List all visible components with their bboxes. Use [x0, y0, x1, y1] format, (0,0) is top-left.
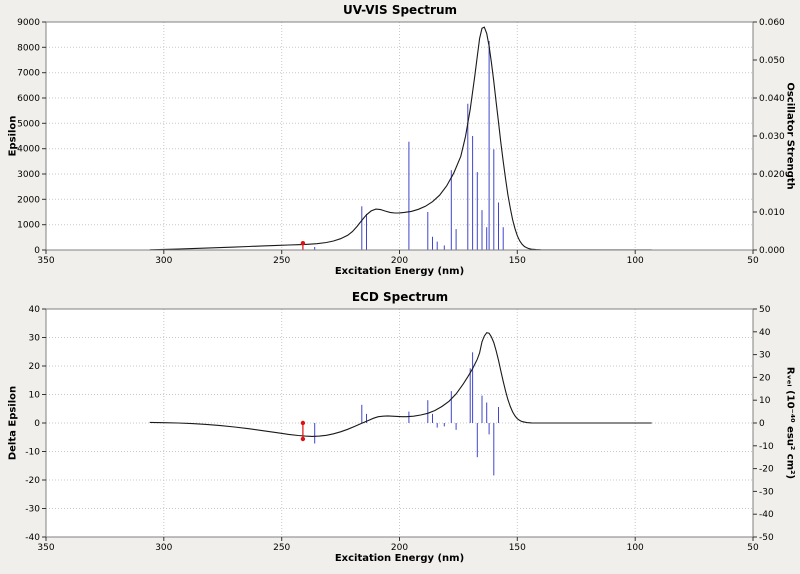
uvvis-stick-spectrum[interactable] — [314, 41, 504, 250]
svg-text:-40: -40 — [25, 533, 40, 543]
uvvis-x-axis-label: Excitation Energy (nm) — [334, 266, 465, 277]
svg-text:0: 0 — [34, 419, 40, 429]
svg-text:20: 20 — [29, 362, 41, 372]
svg-text:-30: -30 — [759, 487, 774, 497]
uvvis-axis-ticks — [42, 21, 757, 254]
svg-text:3000: 3000 — [17, 170, 40, 180]
svg-text:100: 100 — [627, 543, 644, 553]
svg-text:7000: 7000 — [17, 69, 40, 79]
uvvis-tick-labels: 350 300 250 200 150 100 50 0 1000 2000 3000 4000 500… — [17, 18, 785, 266]
svg-text:300: 300 — [155, 256, 172, 266]
svg-text:2000: 2000 — [17, 195, 40, 205]
svg-text:-10: -10 — [25, 448, 40, 458]
svg-text:10: 10 — [29, 391, 41, 401]
svg-text:40: 40 — [759, 328, 771, 338]
svg-text:4000: 4000 — [17, 145, 40, 155]
ecd-x-axis-label: Excitation Energy (nm) — [334, 553, 465, 564]
svg-text:250: 250 — [273, 543, 290, 553]
svg-text:20: 20 — [759, 373, 771, 383]
ecd-tick-labels: 350 300 250 200 150 100 50-40-30-20-1001020304… — [25, 305, 774, 553]
svg-text:40: 40 — [29, 305, 41, 315]
svg-text:0.020: 0.020 — [759, 170, 785, 180]
svg-text:8000: 8000 — [17, 43, 40, 53]
svg-text:30: 30 — [29, 334, 41, 344]
svg-text:-50: -50 — [759, 533, 774, 543]
ecd-selected-transition-marker[interactable] — [300, 420, 306, 442]
svg-text:-20: -20 — [759, 465, 774, 475]
svg-text:10: 10 — [759, 396, 771, 406]
svg-text:0.040: 0.040 — [759, 94, 785, 104]
ecd-svg: 350 300 250 200 150 100 50-40-30-20-1001020304… — [25, 305, 774, 553]
svg-text:300: 300 — [155, 543, 172, 553]
svg-text:200: 200 — [391, 543, 408, 553]
svg-text:6000: 6000 — [17, 94, 40, 104]
svg-text:50: 50 — [759, 305, 771, 315]
svg-text:-20: -20 — [25, 476, 40, 486]
svg-text:-40: -40 — [759, 510, 774, 520]
svg-text:0: 0 — [759, 419, 765, 429]
svg-text:0.030: 0.030 — [759, 132, 785, 142]
uvvis-title: UV-VIS Spectrum — [342, 3, 458, 17]
svg-text:100: 100 — [627, 256, 644, 266]
svg-text:30: 30 — [759, 351, 771, 361]
svg-text:5000: 5000 — [17, 119, 40, 129]
ecd-title: ECD Spectrum — [351, 290, 449, 304]
ecd-spectrum-chart: ECD Spectrum Delta Epsilon Rᵥₑₗ (10⁻⁴⁰ e… — [0, 287, 800, 574]
ecd-stick-spectrum[interactable] — [314, 352, 499, 476]
uvvis-plot-area[interactable]: 350 300 250 200 150 100 50 0 1000 2000 3000 4000 500… — [0, 0, 800, 287]
svg-text:0.010: 0.010 — [759, 208, 785, 218]
svg-text:0.050: 0.050 — [759, 56, 785, 66]
svg-text:350: 350 — [37, 256, 54, 266]
svg-text:1000: 1000 — [17, 221, 40, 231]
svg-text:200: 200 — [391, 256, 408, 266]
svg-text:0: 0 — [34, 246, 40, 256]
svg-text:350: 350 — [37, 543, 54, 553]
ecd-spectrum-curve — [149, 332, 652, 437]
svg-text:50: 50 — [747, 256, 759, 266]
svg-text:250: 250 — [273, 256, 290, 266]
svg-text:150: 150 — [509, 543, 526, 553]
uvvis-selected-transition-marker[interactable] — [300, 241, 306, 250]
ecd-plot-area[interactable]: 350 300 250 200 150 100 50 -40 -30 -20 -10 0 10 20 30 4… — [0, 287, 800, 574]
svg-text:0.060: 0.060 — [759, 18, 785, 28]
svg-text:9000: 9000 — [17, 18, 40, 28]
ecd-axis-ticks — [42, 308, 757, 541]
svg-text:50: 50 — [747, 543, 759, 553]
svg-text:150: 150 — [509, 256, 526, 266]
uvvis-spectrum-chart: UV-VIS Spectrum Epsilon Oscillator Stren… — [0, 0, 800, 287]
svg-text:-30: -30 — [25, 505, 40, 515]
svg-text:0.000: 0.000 — [759, 246, 785, 256]
svg-text:-10: -10 — [759, 442, 774, 452]
uvvis-svg: 350 300 250 200 150 100 50 0 1000 2000 3000 4000 500… — [17, 18, 785, 266]
uvvis-spectrum-curve — [149, 26, 652, 251]
